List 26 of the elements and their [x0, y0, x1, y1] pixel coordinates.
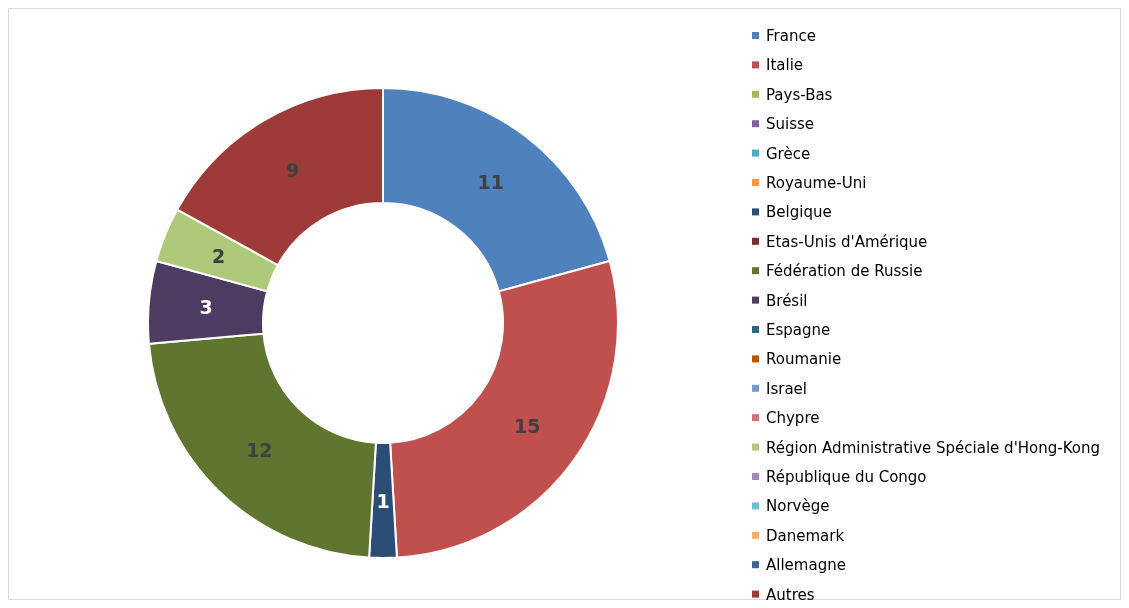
legend-label: Royaume-Uni [766, 174, 867, 192]
data-label: 11 [477, 170, 504, 193]
data-label: 15 [513, 415, 541, 438]
legend-label: Fédération de Russie [766, 262, 923, 281]
legend-label: Etas-Unis d'Amérique [766, 232, 928, 251]
legend-label: Chypre [766, 409, 820, 428]
legend-label: Danemark [766, 526, 845, 545]
legend-label: Allemagne [766, 556, 846, 575]
data-label: 9 [286, 159, 300, 182]
legend-label: Italie [766, 56, 804, 75]
data-label: 1 [376, 489, 390, 512]
legend-label: Israel [766, 379, 807, 398]
legend-label: République du Congo [766, 468, 927, 486]
legend-label: Région Administrative Spéciale d'Hong-Kong [766, 438, 1100, 457]
legend-label: Grèce [766, 144, 811, 163]
data-label: 2 [211, 245, 226, 268]
legend-label: Belgique [766, 203, 832, 222]
legend-label: Espagne [766, 321, 831, 339]
legend-label: France [766, 27, 816, 45]
legend-label: Roumanie [766, 350, 842, 369]
data-label: 3 [199, 296, 213, 319]
legend-label: Norvège [766, 497, 830, 516]
legend-label: Autres [766, 585, 815, 604]
legend-label: Suisse [766, 115, 815, 134]
legend-label: Pays-Bas [766, 85, 833, 104]
legend-label: Brésil [766, 291, 808, 310]
